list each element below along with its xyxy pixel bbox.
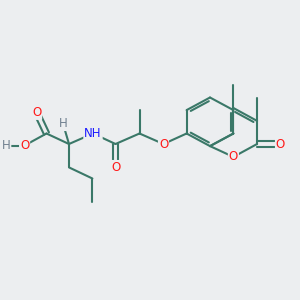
Text: O: O xyxy=(111,161,120,174)
Text: O: O xyxy=(20,139,29,152)
Text: NH: NH xyxy=(84,127,102,140)
Text: O: O xyxy=(276,137,285,151)
Text: H: H xyxy=(2,139,10,152)
Text: H: H xyxy=(58,117,68,130)
Text: O: O xyxy=(229,150,238,164)
Text: O: O xyxy=(32,106,41,119)
Text: O: O xyxy=(159,137,168,151)
